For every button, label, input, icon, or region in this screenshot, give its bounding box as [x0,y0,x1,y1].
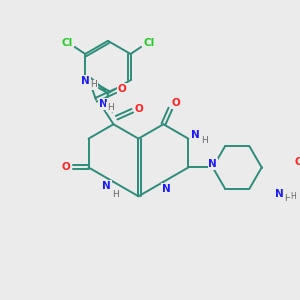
Text: O: O [171,98,180,108]
Text: N: N [208,159,217,169]
Text: Cl: Cl [61,38,73,48]
Text: N: N [162,184,170,194]
Text: O: O [118,84,127,94]
Text: N: N [102,181,111,191]
Text: H: H [201,136,207,145]
Text: H: H [290,192,296,201]
Text: N: N [99,99,108,109]
Text: Cl: Cl [143,38,155,48]
Text: H: H [107,103,114,112]
Text: N: N [275,189,284,199]
Text: O: O [295,157,300,167]
Text: H: H [284,194,291,203]
Text: O: O [61,162,70,172]
Text: H: H [112,190,119,199]
Text: N: N [191,130,200,140]
Text: N: N [81,76,90,85]
Text: H: H [90,80,97,89]
Text: O: O [135,104,144,114]
